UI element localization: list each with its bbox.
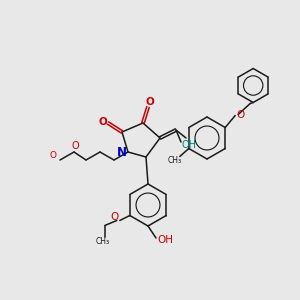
Text: CH₃: CH₃	[168, 156, 182, 165]
Text: O: O	[236, 110, 244, 119]
Text: O: O	[71, 141, 79, 151]
Text: CH₃: CH₃	[96, 237, 110, 246]
Text: OH: OH	[157, 235, 173, 245]
Text: N: N	[117, 146, 127, 160]
Text: O: O	[50, 151, 56, 160]
Text: OH: OH	[182, 140, 196, 150]
Text: O: O	[146, 97, 154, 107]
Text: O: O	[111, 212, 119, 221]
Text: O: O	[99, 117, 107, 127]
